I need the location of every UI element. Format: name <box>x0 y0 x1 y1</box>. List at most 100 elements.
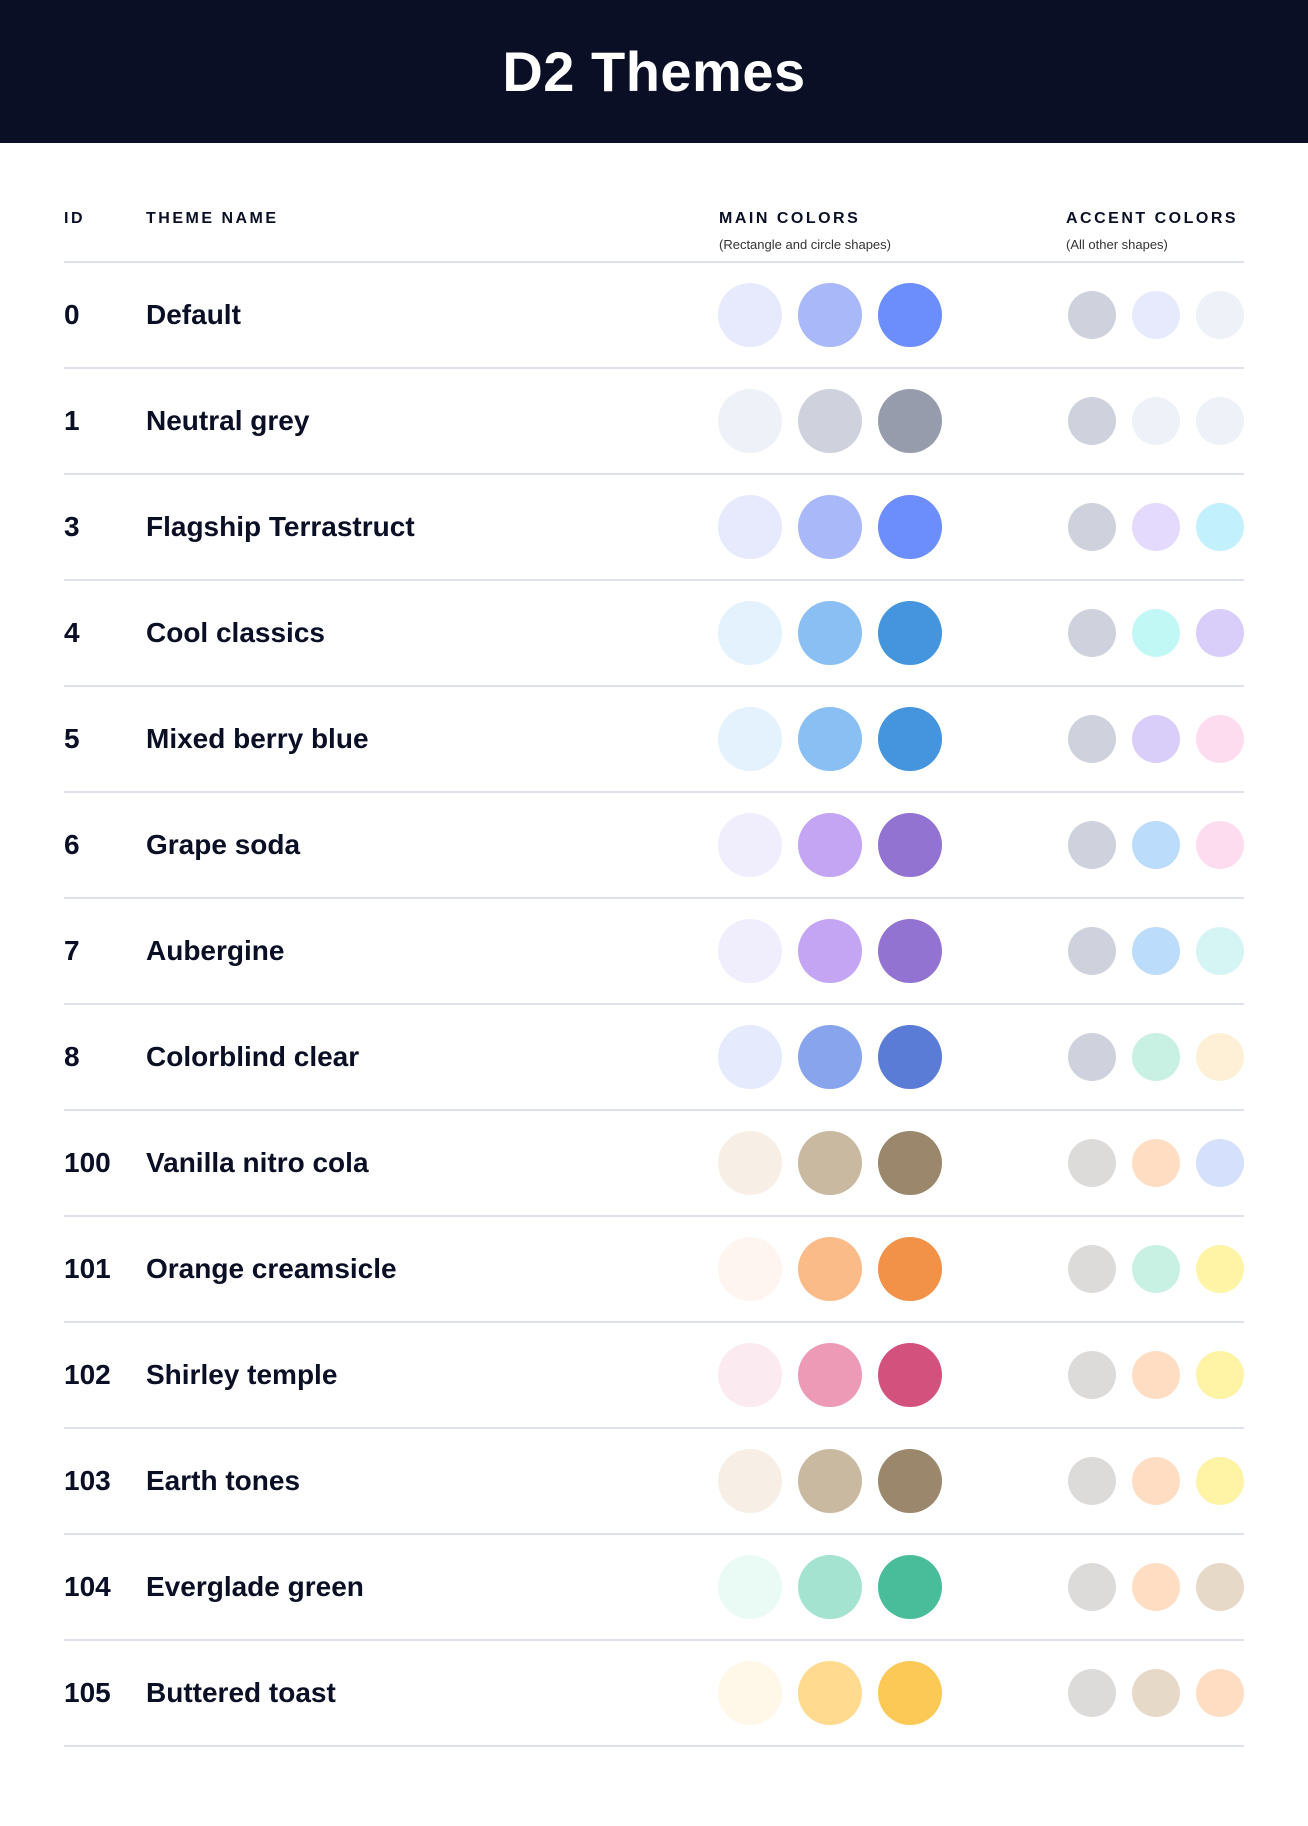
table-row: 103 Earth tones <box>64 1429 1244 1535</box>
accent-color-swatch <box>1132 1033 1180 1081</box>
accent-color-swatch <box>1196 715 1244 763</box>
main-color-swatch <box>798 1237 862 1301</box>
theme-name: Everglade green <box>146 1571 364 1602</box>
column-accent-colors: ACCENT COLORS <box>1066 210 1239 227</box>
column-id: ID <box>64 210 85 227</box>
theme-id: 103 <box>64 1465 111 1496</box>
accent-color-swatch <box>1132 1245 1180 1293</box>
accent-color-swatch <box>1068 503 1116 551</box>
main-color-swatch <box>798 1661 862 1725</box>
table-row: 104 Everglade green <box>64 1535 1244 1641</box>
main-color-swatch <box>878 601 942 665</box>
theme-id: 8 <box>64 1041 80 1072</box>
accent-color-swatch <box>1132 1351 1180 1399</box>
theme-name: Orange creamsicle <box>146 1253 397 1284</box>
accent-color-swatch <box>1132 1669 1180 1717</box>
main-color-swatch <box>878 1131 942 1195</box>
theme-id: 3 <box>64 511 80 542</box>
main-color-swatch <box>798 495 862 559</box>
accent-color-swatch <box>1068 715 1116 763</box>
accent-color-swatch <box>1068 1351 1116 1399</box>
column-main-colors-subtitle: (Rectangle and circle shapes) <box>719 237 891 252</box>
accent-color-swatch <box>1196 927 1244 975</box>
main-color-swatch <box>718 813 782 877</box>
theme-id: 6 <box>64 829 80 860</box>
accent-color-swatch <box>1068 1033 1116 1081</box>
accent-color-swatch <box>1132 609 1180 657</box>
main-color-swatch <box>878 813 942 877</box>
accent-color-swatch <box>1068 1669 1116 1717</box>
accent-color-swatch <box>1068 1457 1116 1505</box>
accent-color-swatch <box>1068 821 1116 869</box>
main-color-swatch <box>878 495 942 559</box>
main-color-swatch <box>798 813 862 877</box>
accent-color-swatch <box>1132 397 1180 445</box>
main-color-swatch <box>718 601 782 665</box>
table-header: ID THEME NAME MAIN COLORS (Rectangle and… <box>64 143 1244 263</box>
accent-color-swatch <box>1132 1139 1180 1187</box>
accent-color-swatch <box>1132 715 1180 763</box>
accent-color-swatch <box>1196 609 1244 657</box>
main-color-swatch <box>798 1449 862 1513</box>
main-color-swatch <box>718 1237 782 1301</box>
main-color-swatch <box>718 919 782 983</box>
main-color-swatch <box>878 389 942 453</box>
accent-color-swatch <box>1068 291 1116 339</box>
theme-id: 0 <box>64 299 80 330</box>
accent-color-swatch <box>1196 1457 1244 1505</box>
main-color-swatch <box>798 283 862 347</box>
main-color-swatch <box>718 495 782 559</box>
theme-name: Shirley temple <box>146 1359 338 1390</box>
accent-color-swatch <box>1068 397 1116 445</box>
main-color-swatch <box>878 919 942 983</box>
theme-name: Mixed berry blue <box>146 723 369 754</box>
main-color-swatch <box>878 1025 942 1089</box>
table-body: 0 Default 1 Neutral grey 3 Flagship Terras… <box>64 263 1244 1747</box>
accent-color-swatch <box>1196 821 1244 869</box>
main-color-swatch <box>718 1343 782 1407</box>
theme-name: Default <box>146 299 241 330</box>
main-color-swatch <box>798 707 862 771</box>
theme-id: 1 <box>64 405 80 436</box>
theme-name: Flagship Terrastruct <box>146 511 415 542</box>
accent-color-swatch <box>1196 1669 1244 1717</box>
theme-id: 4 <box>64 617 80 648</box>
table-row: 1 Neutral grey <box>64 369 1244 475</box>
theme-id: 105 <box>64 1677 111 1708</box>
page-title: D2 Themes <box>502 40 806 103</box>
main-color-swatch <box>798 389 862 453</box>
accent-color-swatch <box>1196 1351 1244 1399</box>
theme-name: Aubergine <box>146 935 285 966</box>
accent-color-swatch <box>1132 503 1180 551</box>
main-color-swatch <box>798 1025 862 1089</box>
main-color-swatch <box>718 707 782 771</box>
table-row: 4 Cool classics <box>64 581 1244 687</box>
main-color-swatch <box>878 283 942 347</box>
main-color-swatch <box>798 919 862 983</box>
page-header: D2 Themes <box>0 0 1308 143</box>
accent-color-swatch <box>1132 927 1180 975</box>
accent-color-swatch <box>1196 1033 1244 1081</box>
theme-id: 102 <box>64 1359 111 1390</box>
accent-color-swatch <box>1068 609 1116 657</box>
main-color-swatch <box>798 1343 862 1407</box>
main-color-swatch <box>798 601 862 665</box>
themes-table: ID THEME NAME MAIN COLORS (Rectangle and… <box>64 143 1244 1747</box>
accent-color-swatch <box>1196 503 1244 551</box>
theme-name: Vanilla nitro cola <box>146 1147 369 1178</box>
main-color-swatch <box>798 1555 862 1619</box>
theme-name: Neutral grey <box>146 405 310 436</box>
theme-id: 101 <box>64 1253 111 1284</box>
table-row: 102 Shirley temple <box>64 1323 1244 1429</box>
theme-name: Earth tones <box>146 1465 301 1496</box>
table-row: 0 Default <box>64 263 1244 369</box>
accent-color-swatch <box>1132 821 1180 869</box>
accent-color-swatch <box>1132 1457 1180 1505</box>
table-row: 5 Mixed berry blue <box>64 687 1244 793</box>
accent-color-swatch <box>1196 1563 1244 1611</box>
main-color-swatch <box>878 1449 942 1513</box>
main-color-swatch <box>718 1661 782 1725</box>
main-color-swatch <box>878 1343 942 1407</box>
accent-color-swatch <box>1068 1245 1116 1293</box>
accent-color-swatch <box>1068 927 1116 975</box>
